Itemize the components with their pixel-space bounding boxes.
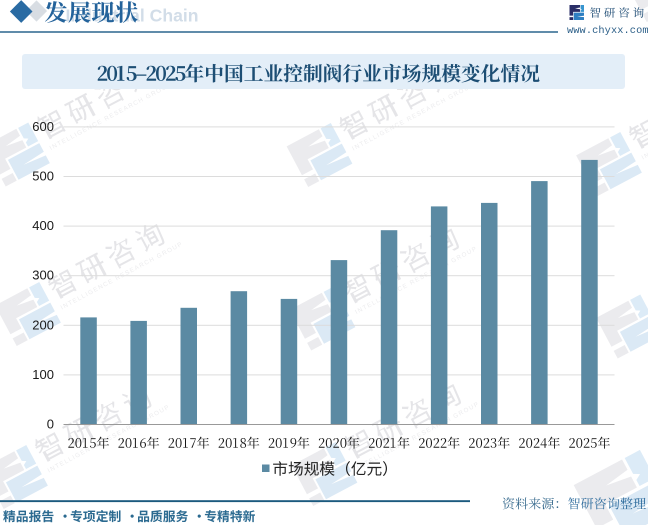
svg-text:200: 200 [32, 317, 54, 332]
svg-text:600: 600 [32, 119, 54, 134]
svg-text:100: 100 [32, 367, 54, 382]
svg-text:0: 0 [47, 417, 54, 432]
svg-text:400: 400 [32, 218, 54, 233]
svg-text:500: 500 [32, 169, 54, 184]
svg-text:300: 300 [32, 268, 54, 283]
svg-text:www.chyxx.com: www.chyxx.com [567, 25, 648, 37]
